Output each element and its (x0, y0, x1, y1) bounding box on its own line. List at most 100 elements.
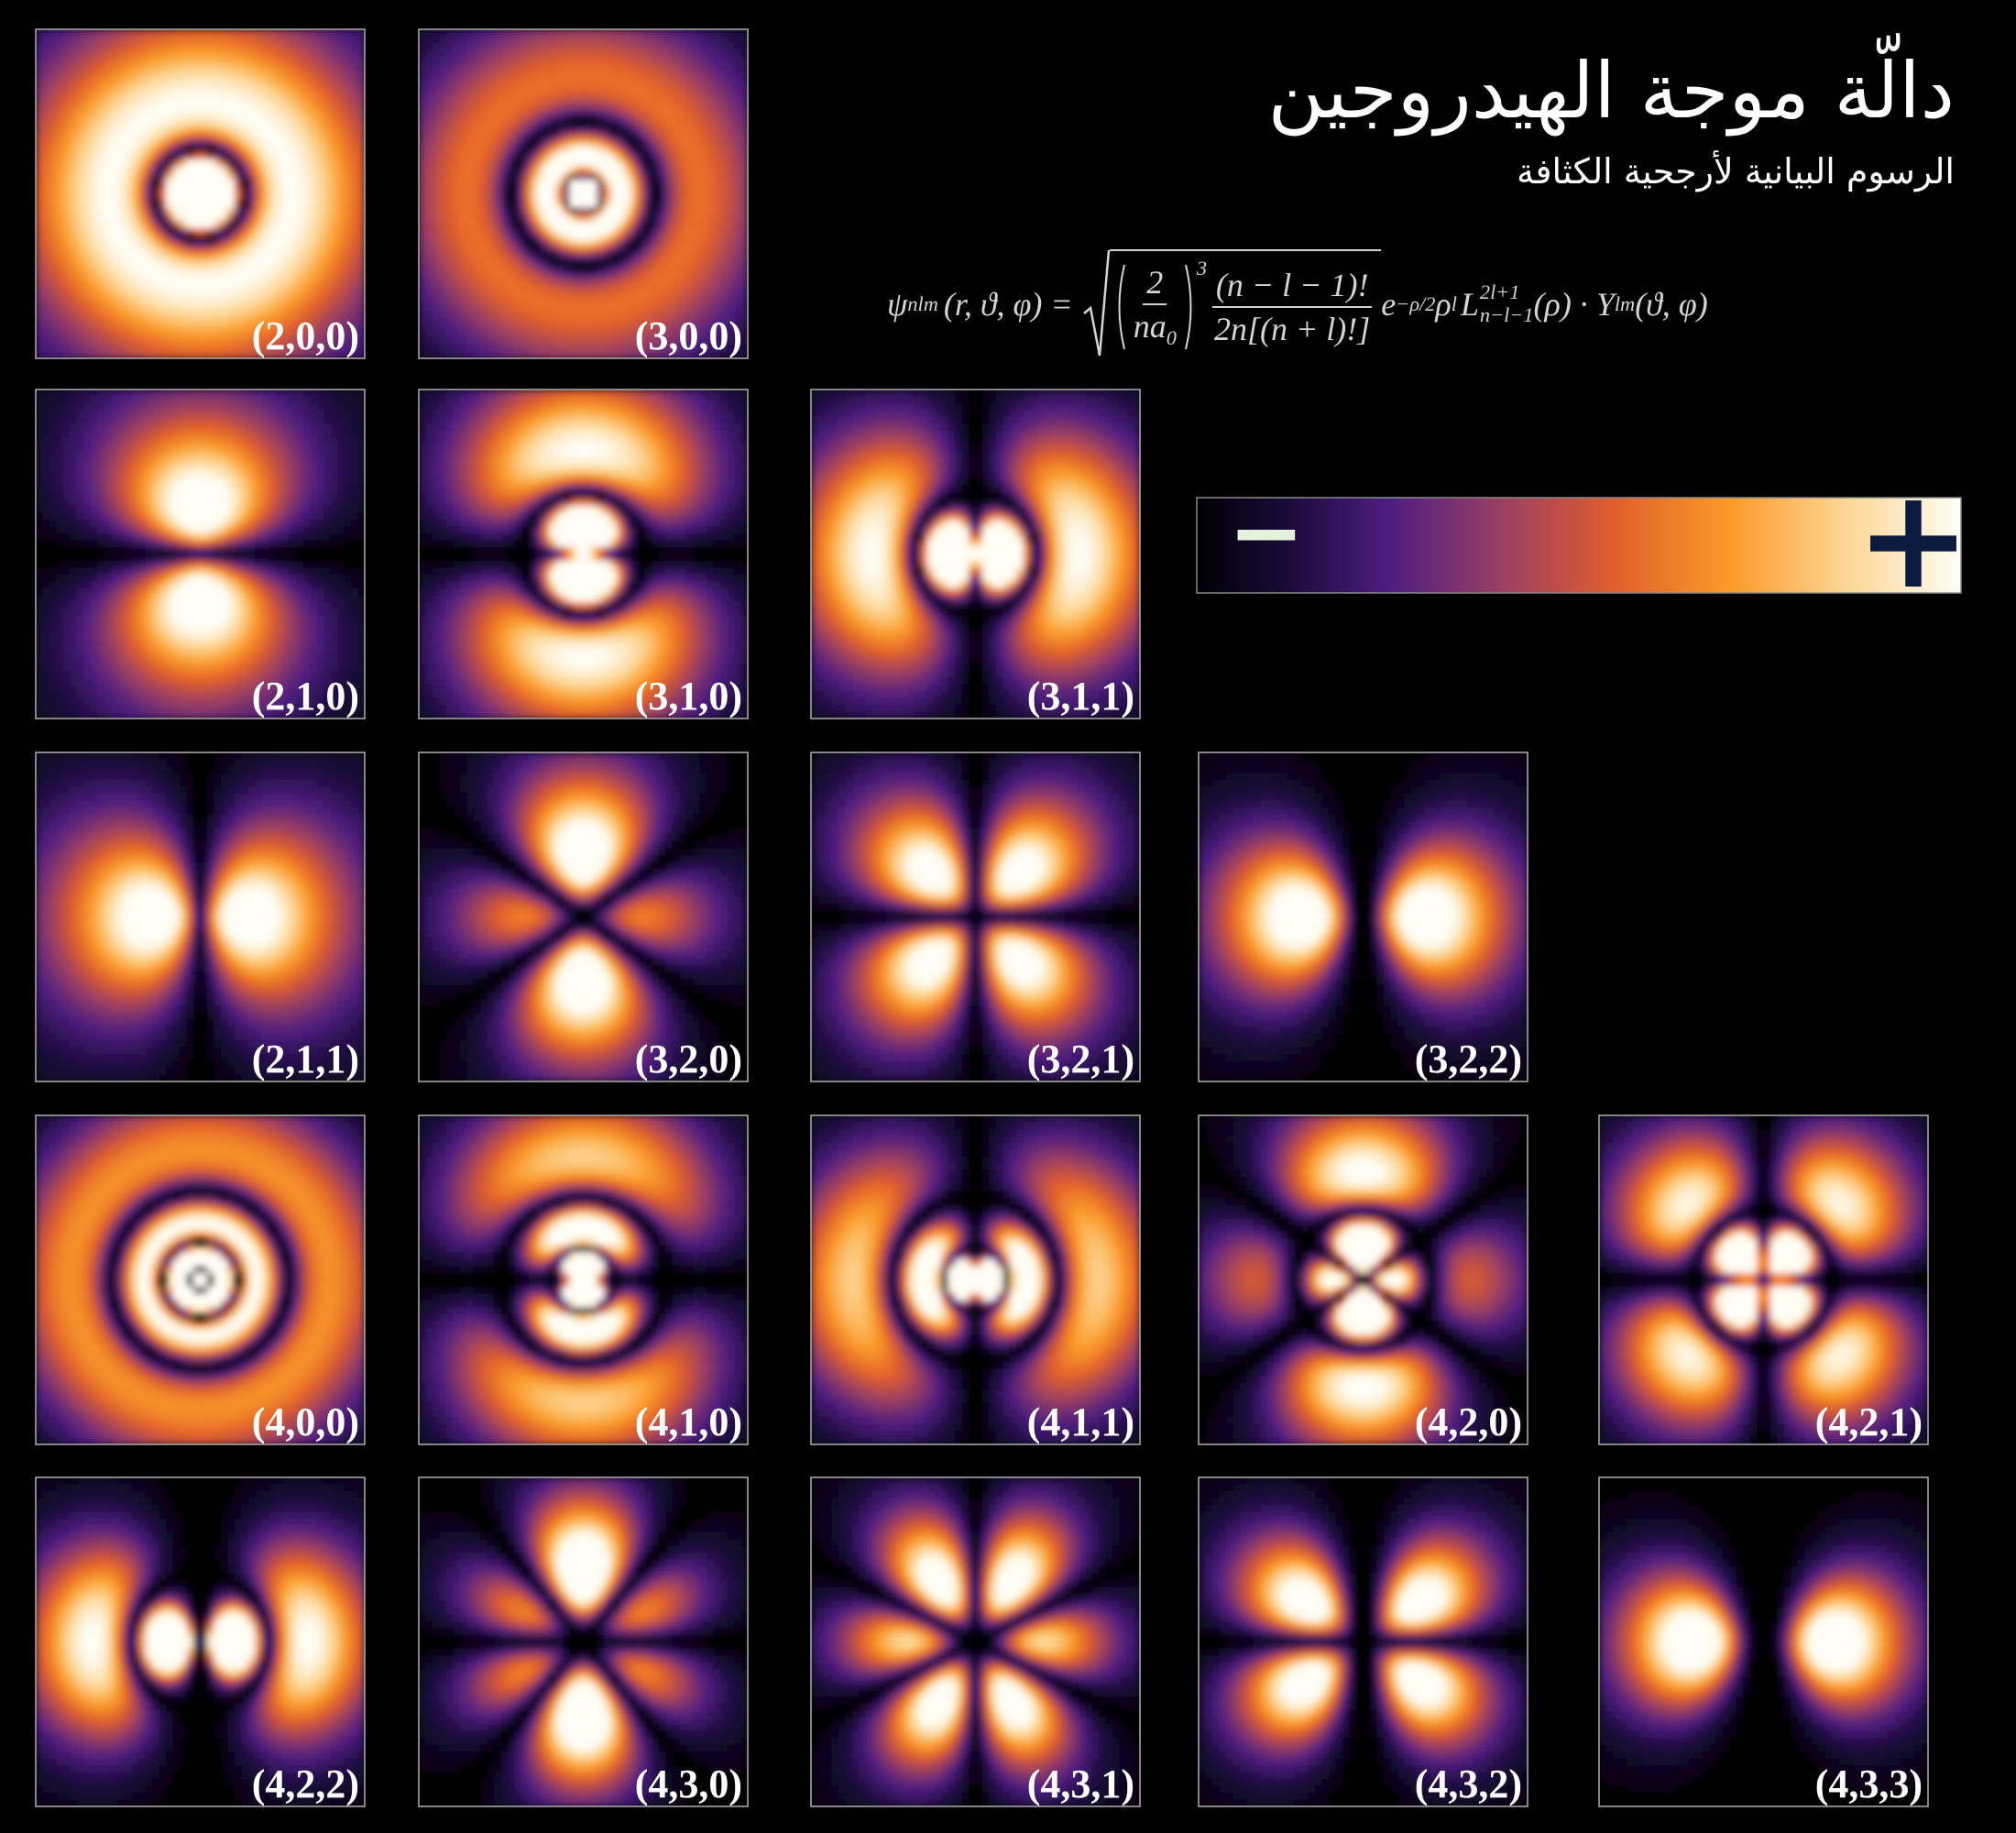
density-cell (247, 396, 256, 404)
density-cell (617, 276, 625, 284)
density-cell (734, 159, 742, 168)
density-cell (241, 276, 249, 284)
density-cell (357, 207, 365, 215)
density-cell (323, 396, 332, 404)
density-cell (172, 63, 181, 71)
density-cell (268, 331, 277, 339)
density-cell (583, 351, 591, 358)
density-cell (166, 221, 174, 229)
density-cell (159, 437, 167, 445)
density-cell (261, 200, 269, 209)
density-cell (268, 166, 277, 174)
density-cell (459, 269, 467, 277)
density-cell (473, 310, 481, 318)
density-cell (289, 29, 297, 38)
density-cell (500, 324, 509, 332)
density-cell (679, 241, 687, 249)
density-cell (247, 276, 256, 284)
density-cell (693, 235, 701, 243)
density-cell (241, 437, 249, 445)
density-cell (42, 317, 50, 325)
density-cell (131, 227, 139, 236)
density-cell (337, 416, 345, 424)
density-cell (740, 56, 748, 64)
density-cell (508, 125, 516, 133)
density-cell (111, 255, 119, 263)
density-cell (603, 324, 612, 332)
density-cell (445, 337, 454, 346)
density-cell (172, 152, 181, 160)
density-cell (740, 296, 748, 304)
density-cell (255, 227, 263, 236)
density-cell (172, 77, 181, 85)
density-cell (480, 303, 488, 312)
density-cell (535, 235, 543, 243)
density-cell (658, 159, 666, 168)
density-cell (76, 166, 84, 174)
density-cell (480, 111, 488, 119)
density-cell (247, 351, 256, 358)
density-cell (111, 152, 119, 160)
density-cell (569, 221, 577, 229)
density-cell (459, 262, 467, 270)
density-cell (508, 36, 516, 44)
density-cell (740, 310, 748, 318)
density-cell (104, 317, 112, 325)
density-cell (234, 29, 242, 38)
density-cell (255, 159, 263, 168)
density-cell (439, 104, 447, 113)
density-cell (330, 56, 338, 64)
density-cell (131, 132, 139, 140)
density-cell (693, 200, 701, 209)
density-cell (357, 437, 365, 445)
density-cell (117, 444, 126, 452)
density-cell (563, 255, 571, 263)
density-cell (56, 235, 64, 243)
density-cell (419, 36, 427, 44)
density-cell (62, 29, 71, 38)
density-cell (282, 310, 290, 318)
density-cell (180, 132, 188, 140)
density-cell (268, 430, 277, 438)
density-cell (699, 262, 707, 270)
density-cell (227, 324, 236, 332)
density-cell (665, 173, 674, 181)
density-cell (597, 152, 605, 160)
density-cell (720, 296, 729, 304)
density-cell (97, 303, 105, 312)
density-cell (432, 235, 441, 243)
density-cell (610, 152, 619, 160)
density-cell (166, 63, 174, 71)
density-cell (549, 138, 557, 147)
density-cell (275, 187, 283, 195)
density-cell (36, 248, 44, 257)
density-cell (193, 241, 202, 249)
density-cell (131, 152, 139, 160)
density-cell (603, 166, 612, 174)
density-cell (679, 214, 687, 223)
density-cell (466, 49, 475, 58)
density-cell (247, 416, 256, 424)
density-cell (255, 125, 263, 133)
density-cell (275, 221, 283, 229)
density-cell (138, 118, 147, 126)
density-cell (425, 331, 433, 339)
density-cell (310, 290, 318, 298)
density-cell (419, 290, 427, 298)
density-cell (569, 70, 577, 78)
density-cell (563, 235, 571, 243)
density-cell (549, 214, 557, 223)
density-cell (583, 180, 591, 188)
density-cell (617, 317, 625, 325)
density-cell (652, 235, 660, 243)
density-cell (200, 227, 208, 236)
density-cell (672, 214, 680, 223)
density-cell (289, 331, 297, 339)
density-cell (255, 345, 263, 353)
density-cell (275, 269, 283, 277)
density-cell (227, 416, 236, 424)
density-cell (255, 49, 263, 58)
density-cell (172, 187, 181, 195)
density-cell (432, 111, 441, 119)
density-cell (679, 104, 687, 113)
